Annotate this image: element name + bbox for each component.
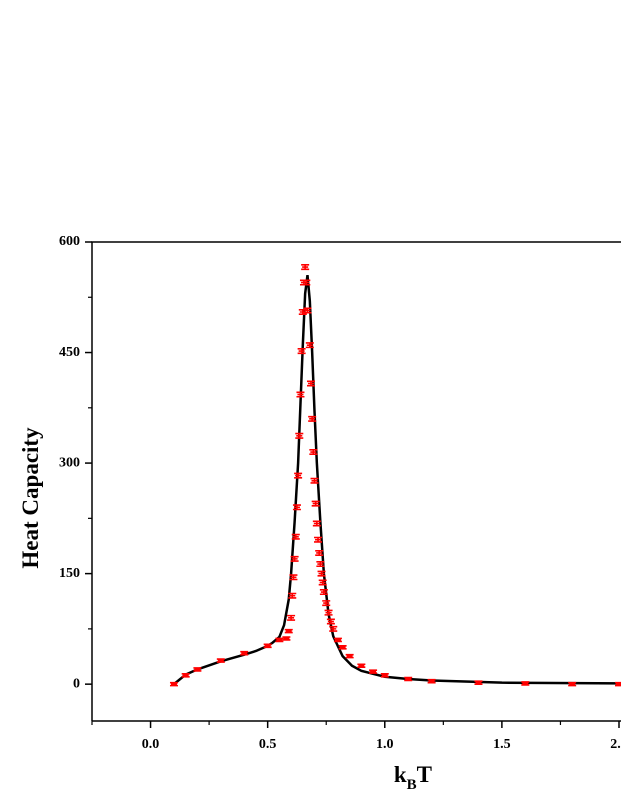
error-bar [282, 636, 291, 641]
error-bar [296, 391, 305, 398]
x-label-tail: T [417, 762, 432, 787]
error-bar [305, 342, 314, 349]
x-tick-label: 1.0 [376, 737, 394, 752]
y-axis-label: Heat Capacity [18, 427, 43, 569]
error-bar [316, 561, 325, 568]
error-bar [427, 678, 436, 684]
error-bar [288, 592, 297, 599]
error-bar [521, 681, 530, 686]
error-bar [181, 673, 190, 678]
x-tick-label: 0.0 [142, 737, 160, 752]
error-bar [357, 663, 366, 669]
error-bar [289, 574, 298, 581]
x-axis-label: kBT [394, 762, 432, 793]
error-bar [292, 504, 301, 511]
error-bar [615, 681, 621, 687]
error-bar [240, 650, 249, 656]
error-bar [333, 637, 342, 643]
y-tick-label: 450 [59, 345, 80, 360]
error-bar [369, 669, 378, 674]
error-bar [315, 549, 324, 556]
error-bar [309, 449, 318, 456]
error-bar [291, 533, 300, 540]
error-bar [284, 628, 293, 634]
y-tick-label: 150 [59, 566, 80, 581]
error-bar [193, 667, 202, 672]
x-tick-label: 0.5 [259, 737, 277, 752]
error-bar [169, 681, 178, 687]
error-bar [326, 618, 335, 625]
error-bar [298, 308, 307, 316]
error-bar [306, 380, 315, 387]
error-bar [263, 643, 272, 649]
error-bar [322, 600, 331, 607]
x-tick-label: 2.0 [610, 737, 621, 752]
error-bar [295, 432, 304, 439]
theory-line [173, 275, 620, 686]
error-bar [345, 653, 354, 659]
error-bar [287, 614, 296, 621]
y-tick-label: 600 [59, 234, 80, 249]
axes-frame [91, 241, 621, 722]
error-bar [324, 609, 333, 616]
error-bar [290, 555, 299, 562]
y-tick-label: 0 [73, 676, 80, 691]
x-label-sub: B [407, 777, 417, 793]
error-bar [312, 520, 321, 527]
error-bar [302, 279, 311, 286]
error-bar [294, 472, 303, 479]
error-bar [275, 637, 284, 643]
error-bar [474, 680, 483, 685]
error-bar [297, 348, 306, 355]
error-bar [318, 579, 327, 586]
error-bar [216, 658, 225, 663]
error-bar [329, 625, 338, 632]
x-tick-label: 1.5 [493, 737, 511, 752]
error-bar [301, 264, 310, 271]
error-bar [308, 415, 317, 422]
y-tick-label: 300 [59, 455, 80, 470]
error-bar [310, 477, 319, 484]
error-bar [317, 570, 326, 577]
error-bar [568, 681, 577, 687]
error-bar [311, 500, 320, 507]
error-bar [314, 536, 323, 543]
error-bar [338, 645, 347, 650]
error-bar [404, 676, 413, 682]
error-bar [303, 307, 312, 314]
error-bar [319, 589, 328, 596]
error-bar [380, 673, 389, 678]
x-label-main: k [394, 762, 407, 787]
